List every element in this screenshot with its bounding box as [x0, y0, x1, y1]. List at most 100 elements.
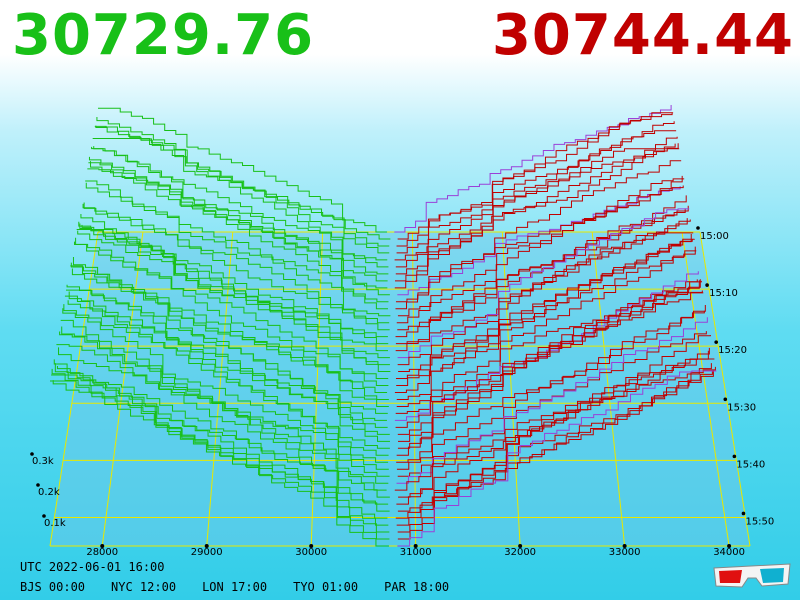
floor-edge	[49, 231, 99, 547]
price-tick-mark	[727, 544, 732, 548]
world-clocks: BJS 00:00 NYC 12:00 LON 17:00 TYO 01:00 PAR …	[20, 580, 475, 594]
bid-depth-line	[87, 168, 389, 303]
ask-depth-line	[397, 208, 686, 331]
bid-depth-line	[74, 241, 389, 387]
price-tick-label: 34000	[713, 547, 745, 558]
ask-depth-line	[397, 331, 707, 477]
ask-depth-line	[395, 160, 682, 303]
volume-tick-mark	[36, 483, 40, 487]
bid-price: 30729.76	[12, 3, 315, 68]
price-gridline	[310, 231, 324, 547]
ask-depth-line	[394, 238, 695, 393]
time-tick-label: 15:20	[718, 345, 747, 356]
price-tick-label: 28000	[86, 547, 118, 558]
price-tick-mark	[413, 544, 418, 548]
ask-depth-line	[396, 370, 714, 526]
volume-tick-mark	[42, 514, 46, 518]
bid-depth-line	[82, 203, 390, 331]
price-tick-label: 32000	[504, 547, 536, 558]
bid-depth-line	[88, 162, 390, 296]
volume-tick-label: 0.3k	[32, 456, 54, 467]
bid-depth-line	[51, 368, 390, 533]
bid-depth-line	[62, 308, 389, 463]
bid-depth-line	[85, 182, 388, 310]
bid-depth-line	[56, 344, 389, 505]
price-gridline	[101, 231, 144, 547]
bid-depth-line	[66, 284, 390, 435]
ask-depth-line	[396, 250, 697, 407]
bid-depth-line	[76, 228, 391, 373]
bid-depth-line	[68, 291, 387, 421]
3d-glasses-icon[interactable]	[712, 560, 792, 590]
axis-labels: 28000 29000 30000 31000 32000 33000 34000 15:00…	[30, 226, 774, 558]
bid-depth-line	[58, 347, 387, 491]
ask-depth-line	[397, 363, 712, 512]
ask-depth-line	[396, 178, 685, 324]
ask-depth-line	[396, 304, 706, 470]
clock-lon: LON 17:00	[202, 580, 268, 594]
price-gridline	[591, 231, 626, 547]
ask-price: 30744.44	[491, 3, 794, 68]
volume-tick-label: 0.2k	[38, 487, 60, 498]
bid-depth-line	[50, 380, 389, 547]
price-tick-label: 31000	[400, 547, 432, 558]
volume-tick-label: 0.1k	[44, 518, 66, 529]
price-tick-mark	[100, 544, 105, 548]
bid-depth-line	[52, 380, 389, 526]
bid-depth-line	[78, 221, 390, 359]
bid-depth-line	[93, 146, 388, 261]
ask-depth-line	[396, 317, 708, 484]
price-tick-mark	[204, 544, 209, 548]
ask-depth-line	[396, 232, 694, 387]
ask-depth-line	[397, 358, 715, 533]
chart-floor	[50, 232, 750, 546]
ask-depth-line	[397, 186, 681, 296]
ask-depth-line	[395, 195, 687, 338]
price-tick-label: 30000	[295, 547, 327, 558]
ask-depth-line	[397, 370, 717, 547]
ask-depth-line	[397, 279, 701, 435]
bid-depth-line	[98, 107, 388, 233]
time-tick-label: 15:00	[700, 231, 729, 242]
ask-depth-line	[395, 175, 683, 310]
ask-depth-line	[396, 121, 675, 254]
ask-depth-line	[395, 130, 677, 268]
ask-depth-line	[397, 208, 690, 359]
time-tick-label: 15:10	[709, 288, 738, 299]
time-tick-mark	[723, 397, 728, 402]
bid-depth-line	[71, 268, 389, 400]
time-tick-mark	[714, 340, 718, 344]
bid-depth-line	[83, 202, 390, 324]
ask-depth-line	[396, 310, 705, 463]
time-tick-label: 15:40	[736, 459, 765, 470]
ask-depth-line	[394, 148, 680, 289]
time-tick-mark	[732, 454, 737, 459]
bid-depth-line	[90, 161, 388, 282]
bid-depth-line	[60, 319, 390, 477]
ask-depth-line	[395, 279, 698, 414]
bid-depth-line	[51, 374, 390, 540]
time-tick-label: 15:50	[745, 516, 774, 527]
bid-depth-line	[67, 300, 388, 428]
bid-depth-line	[64, 295, 390, 449]
time-tick-label: 15:30	[727, 402, 756, 413]
ask-depth-line	[394, 271, 699, 421]
clock-bjs: BJS 00:00	[20, 580, 86, 594]
price-tick-mark	[518, 544, 523, 548]
time-tick-mark	[741, 511, 746, 516]
price-gridline	[501, 231, 521, 547]
ask-depth-line	[398, 234, 692, 373]
bid-depth-line	[59, 331, 389, 484]
ask-depth-line	[397, 219, 691, 366]
bid-depth-line	[75, 237, 389, 380]
bid-depth-series	[50, 107, 391, 547]
ask-depth-line	[396, 112, 674, 247]
price-tick-mark	[622, 544, 627, 548]
ask-depth-series	[394, 105, 717, 547]
ask-depth-line	[397, 113, 673, 240]
bid-depth-line	[77, 230, 390, 366]
clock-nyc: NYC 12:00	[111, 580, 177, 594]
ask-depth-line	[397, 185, 684, 317]
bid-depth-line	[96, 117, 391, 240]
